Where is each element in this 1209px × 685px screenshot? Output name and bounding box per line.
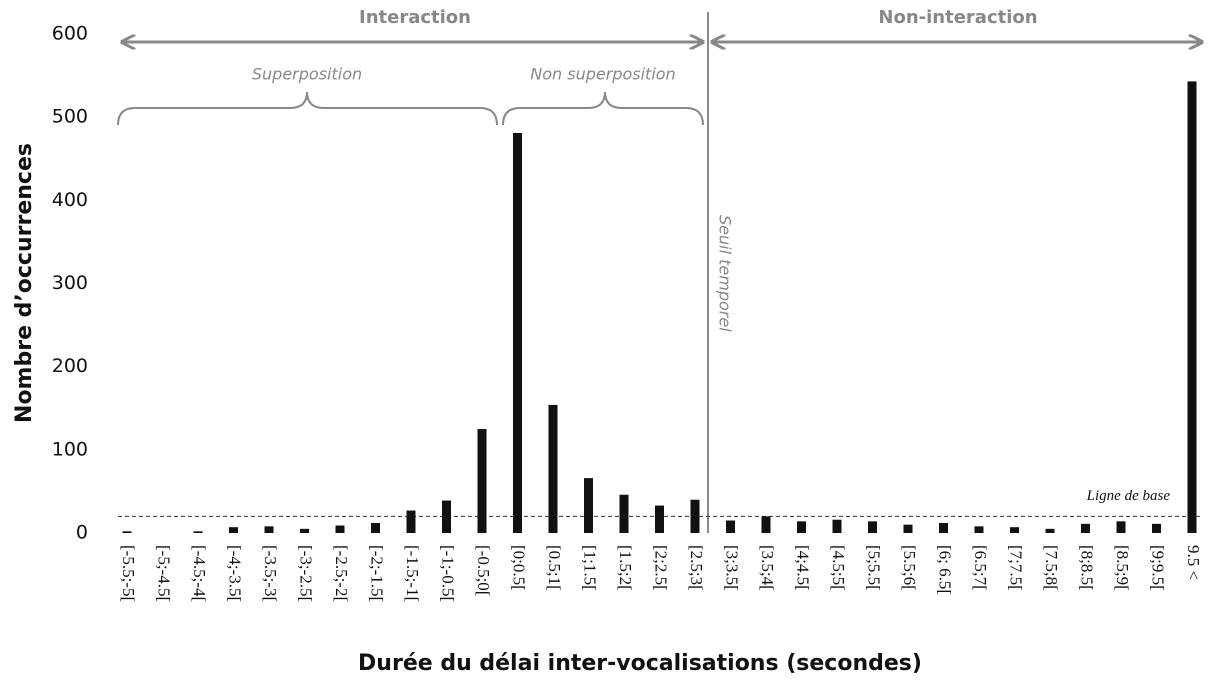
y-tick-label: 200: [52, 355, 88, 377]
bar: [832, 519, 842, 533]
baseline-label: Ligne de base: [1086, 488, 1171, 504]
y-tick-label: 400: [52, 189, 88, 211]
non-interaction-label: Non-interaction: [878, 7, 1037, 28]
x-tick-label: [-2.5;-2[: [332, 545, 351, 602]
bar: [335, 525, 345, 533]
x-tick-label: [1;1.5[: [581, 545, 600, 591]
x-tick-label: [-0.5;0[: [474, 545, 493, 597]
superposition-label: Superposition: [252, 65, 362, 84]
x-tick-label: [5.5;6[: [900, 545, 919, 591]
non-superposition-brace: [502, 91, 704, 126]
x-tick-label: [9;9.5[: [1149, 545, 1168, 591]
x-tick-label: [-5;-4.5[: [155, 545, 174, 602]
x-axis-title: Durée du délai inter-vocalisations (seco…: [358, 651, 922, 676]
x-tick-label: [4.5;5[: [829, 545, 848, 591]
x-tick-label: [-1.5;-1[: [403, 545, 422, 602]
x-tick-label: [-1;-0.5[: [439, 545, 458, 602]
x-tick-label: [4;4.5[: [794, 545, 813, 591]
x-tick-label: [-5.5;-5[: [119, 545, 138, 602]
interaction-label: Interaction: [359, 7, 471, 28]
bar: [584, 478, 593, 533]
y-axis-title: Nombre d’occurrences: [12, 143, 37, 423]
x-tick-label: [7.5;8[: [1042, 545, 1061, 591]
bar: [442, 500, 451, 533]
x-tick-label: [-4;-3.5[: [226, 545, 245, 602]
bar: [406, 510, 416, 533]
threshold-label: Seuil temporel: [716, 215, 735, 332]
x-tick-label: [3.5;4[: [758, 545, 777, 591]
x-tick-label: [0;0.5[: [510, 545, 529, 591]
bar: [690, 499, 700, 533]
non-superposition-label: Non superposition: [530, 65, 675, 84]
x-tick-label: [6; 6.5[: [936, 545, 955, 595]
x-tick-label: [-4.5;-4[: [190, 545, 209, 602]
bar: [619, 494, 629, 533]
bar: [1187, 81, 1197, 533]
x-tick-label: [0.5;1[: [545, 545, 564, 591]
bar: [264, 526, 274, 533]
y-tick-label: 300: [52, 272, 88, 294]
bar: [229, 527, 238, 533]
bar: [1045, 528, 1055, 533]
bar: [477, 429, 487, 533]
bar: [974, 526, 984, 533]
bar: [761, 516, 771, 533]
x-tick-label: [3;3.5[: [723, 545, 742, 591]
x-tick-label: [5;5.5[: [865, 545, 884, 591]
bar: [1010, 527, 1019, 533]
bar: [939, 523, 948, 533]
x-tick-label: [2.5;3[: [687, 545, 706, 591]
bar: [371, 523, 380, 533]
x-tick-label: [6.5;7[: [971, 545, 990, 591]
x-tick-label: [7;7.5[: [1007, 545, 1026, 591]
x-tick-label: [8.5;9[: [1113, 545, 1132, 591]
bar: [655, 505, 664, 533]
bar: [903, 524, 913, 533]
bar: [513, 132, 522, 534]
bar: [1152, 523, 1161, 533]
x-tick-label: [-2;-1.5[: [368, 545, 387, 602]
x-tick-label: [-3.5;-3[: [261, 545, 280, 602]
bar: [300, 528, 309, 533]
x-tick-label: 9.5 <: [1184, 545, 1203, 580]
bar: [868, 521, 877, 533]
superposition-brace: [117, 91, 498, 126]
x-tick-label: [-3;-2.5[: [297, 545, 316, 602]
bar: [193, 531, 203, 533]
bar: [726, 520, 735, 533]
y-tick-label: 0: [76, 522, 88, 544]
bar: [1081, 523, 1090, 533]
y-tick-label: 500: [52, 106, 88, 128]
x-tick-label: [1.5;2[: [616, 545, 635, 591]
x-tick-label: [8;8.5[: [1078, 545, 1097, 591]
bar: [797, 521, 806, 533]
bar: [548, 404, 558, 533]
y-tick-label: 100: [52, 438, 88, 460]
bar: [1116, 521, 1126, 533]
bar: [122, 531, 132, 533]
x-tick-label: [2;2.5[: [652, 545, 671, 591]
y-tick-label: 600: [52, 23, 88, 45]
